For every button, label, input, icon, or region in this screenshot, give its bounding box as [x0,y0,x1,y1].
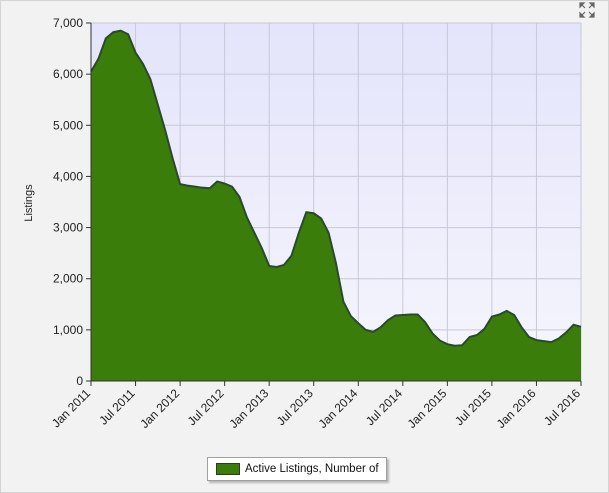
x-tick-label: Jul 2011 [96,386,138,428]
y-tick-label: 3,000 [53,221,83,235]
x-tick-label: Jul 2013 [274,386,316,428]
x-tick-labels: Jan 2011 Jul 2011 Jan 2012 Jul 2012 Jan 2013… [49,386,583,431]
x-tick-label: Jul 2012 [185,386,227,428]
legend: Active Listings, Number of [207,457,387,481]
expand-icon[interactable] [578,1,596,19]
series-area-layer [90,29,582,381]
x-tick-label: Jul 2014 [363,386,405,428]
y-tick-label: 1,000 [53,323,83,337]
y-tick-labels: 0 1,000 2,000 3,000 4,000 5,000 6,000 7,000 [53,16,83,388]
x-tick-label: Jan 2013 [226,386,271,431]
x-tick-label: Jan 2011 [49,386,93,430]
x-tick-label: Jan 2015 [405,386,450,431]
series-line [90,29,582,347]
y-tick-label: 4,000 [53,169,83,183]
x-tick-label: Jan 2016 [494,386,539,431]
y-tick-label: 0 [76,374,83,388]
series-area [91,30,581,381]
x-tick-label: Jan 2014 [316,386,361,431]
x-tick-label: Jul 2016 [541,386,583,428]
y-tick-label: 6,000 [53,67,83,81]
y-tick-label: 7,000 [53,16,83,30]
y-tick-label: 5,000 [53,118,83,132]
legend-swatch [216,463,240,475]
grid-lines [90,22,582,382]
legend-label: Active Listings, Number of [245,463,379,475]
y-axis-title: Listings [23,184,35,222]
y-tick-label: 2,000 [53,272,83,286]
x-tick-label: Jul 2015 [452,386,494,428]
x-tick-label: Jan 2012 [137,386,182,431]
axes [86,22,582,386]
